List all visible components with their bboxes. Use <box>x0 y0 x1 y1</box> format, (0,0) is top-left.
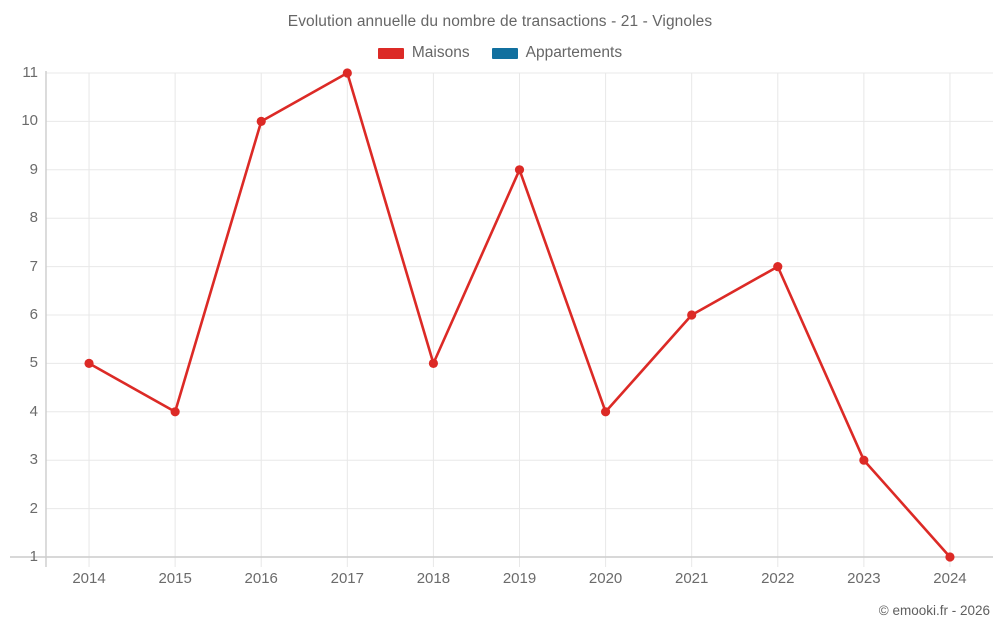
data-point-maisons-2021[interactable] <box>687 310 697 320</box>
data-point-maisons-2015[interactable] <box>170 407 180 417</box>
data-point-maisons-2020[interactable] <box>600 407 611 417</box>
chart-legend: Maisons Appartements <box>0 44 1000 62</box>
data-point-maisons-2014[interactable] <box>84 358 94 368</box>
data-point-maisons-2022[interactable] <box>773 262 783 272</box>
data-point-maisons-2016[interactable] <box>256 116 266 126</box>
data-point-maisons-2017[interactable] <box>342 68 352 78</box>
y-tick-label: 9 <box>29 160 38 178</box>
x-tick-label: 2016 <box>244 570 278 587</box>
x-tick-label: 2020 <box>588 570 623 587</box>
x-tick-label: 2018 <box>416 570 451 587</box>
y-tick-label: 4 <box>29 402 38 420</box>
y-tick-label: 5 <box>29 354 38 372</box>
legend-label-maisons: Maisons <box>411 44 470 61</box>
x-tick-label: 2022 <box>761 570 795 587</box>
legend-swatch-appartements <box>491 47 518 59</box>
x-tick-label: 2014 <box>72 570 106 587</box>
data-point-maisons-2024[interactable] <box>945 552 955 562</box>
data-point-maisons-2023[interactable] <box>859 455 869 465</box>
y-tick-label: 3 <box>29 451 38 469</box>
y-tick-label: 11 <box>22 64 38 81</box>
chart-title: Evolution annuelle du nombre de transact… <box>287 13 713 30</box>
legend-label-appartements: Appartements <box>525 44 623 61</box>
y-tick-label: 1 <box>29 548 38 565</box>
chart-credit: © emooki.fr - 2026 <box>878 603 990 618</box>
x-tick-label: 2017 <box>330 570 364 587</box>
y-tick-label: 6 <box>29 306 38 323</box>
x-tick-label: 2023 <box>847 570 881 587</box>
legend-item-appartements[interactable]: Appartements <box>491 44 623 62</box>
data-point-maisons-2018[interactable] <box>428 358 439 368</box>
y-tick-label: 8 <box>29 209 38 227</box>
y-tick-label: 7 <box>29 257 38 275</box>
x-tick-label: 2015 <box>158 570 192 587</box>
data-point-maisons-2019[interactable] <box>514 165 525 175</box>
y-tick-label: 10 <box>21 112 38 130</box>
x-tick-label: 2024 <box>933 570 967 587</box>
x-tick-label: 2019 <box>502 570 537 587</box>
legend-item-maisons[interactable]: Maisons <box>377 44 470 62</box>
y-tick-label: 2 <box>29 499 38 517</box>
x-tick-label: 2021 <box>674 570 709 587</box>
legend-swatch-maisons <box>377 47 404 59</box>
